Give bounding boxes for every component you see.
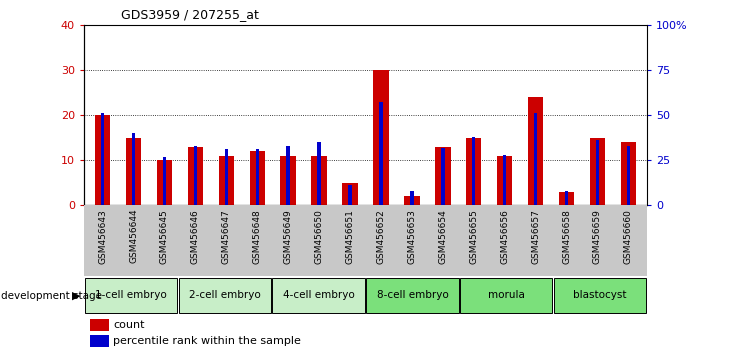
Bar	[163, 156, 166, 205]
Bar	[497, 156, 512, 205]
Text: GSM456659: GSM456659	[593, 209, 602, 264]
Bar	[281, 156, 296, 205]
Text: ▶: ▶	[72, 291, 80, 301]
Bar	[466, 138, 482, 205]
Text: GSM456656: GSM456656	[500, 209, 510, 264]
Bar	[317, 142, 321, 205]
Bar	[379, 102, 382, 205]
Bar	[256, 149, 259, 205]
Text: 4-cell embryo: 4-cell embryo	[283, 290, 355, 300]
Text: GSM456651: GSM456651	[346, 209, 355, 264]
Text: GSM456649: GSM456649	[284, 209, 292, 264]
Bar	[366, 278, 458, 313]
Text: GSM456652: GSM456652	[376, 209, 385, 264]
Text: development stage: development stage	[1, 291, 102, 301]
Bar	[590, 138, 605, 205]
Text: count: count	[113, 320, 145, 330]
Bar	[249, 151, 265, 205]
Text: GSM456643: GSM456643	[98, 209, 107, 264]
Bar	[528, 97, 543, 205]
Bar	[410, 191, 414, 205]
Bar	[565, 191, 568, 205]
Bar	[503, 155, 507, 205]
Text: GSM456657: GSM456657	[531, 209, 540, 264]
Bar	[188, 147, 203, 205]
Bar	[178, 278, 271, 313]
Text: blastocyst: blastocyst	[573, 290, 626, 300]
Bar	[554, 278, 646, 313]
Bar	[85, 278, 177, 313]
Text: morula: morula	[488, 290, 525, 300]
Bar	[101, 113, 105, 205]
Bar	[374, 70, 389, 205]
Bar	[132, 133, 135, 205]
Bar	[219, 156, 234, 205]
Bar	[349, 185, 352, 205]
Text: GSM456645: GSM456645	[160, 209, 169, 264]
Text: GSM456654: GSM456654	[439, 209, 447, 264]
Bar	[311, 156, 327, 205]
Bar	[435, 147, 450, 205]
Text: GSM456653: GSM456653	[407, 209, 417, 264]
Text: percentile rank within the sample: percentile rank within the sample	[113, 336, 301, 346]
Bar	[558, 192, 575, 205]
Text: GSM456658: GSM456658	[562, 209, 571, 264]
Bar	[224, 149, 228, 205]
Bar	[342, 183, 357, 205]
Text: GSM456650: GSM456650	[314, 209, 324, 264]
Bar	[95, 115, 110, 205]
Bar	[404, 196, 420, 205]
Bar	[534, 113, 537, 205]
Text: 2-cell embryo: 2-cell embryo	[189, 290, 261, 300]
Text: 8-cell embryo: 8-cell embryo	[376, 290, 448, 300]
Bar	[596, 140, 599, 205]
Bar	[441, 148, 444, 205]
Text: 1-cell embryo: 1-cell embryo	[95, 290, 167, 300]
Bar	[621, 142, 636, 205]
Bar	[126, 138, 141, 205]
Text: GSM456647: GSM456647	[221, 209, 231, 264]
Bar	[472, 137, 475, 205]
Text: GSM456644: GSM456644	[129, 209, 138, 263]
Text: GSM456660: GSM456660	[624, 209, 633, 264]
Bar	[90, 319, 110, 331]
Bar	[90, 335, 110, 347]
Text: GDS3959 / 207255_at: GDS3959 / 207255_at	[121, 8, 259, 21]
Text: GSM456648: GSM456648	[253, 209, 262, 264]
Text: GSM456646: GSM456646	[191, 209, 200, 264]
Bar	[460, 278, 553, 313]
Bar	[194, 146, 197, 205]
Bar	[287, 146, 290, 205]
Bar	[273, 278, 365, 313]
Bar	[626, 146, 630, 205]
Text: GSM456655: GSM456655	[469, 209, 478, 264]
Bar	[156, 160, 173, 205]
